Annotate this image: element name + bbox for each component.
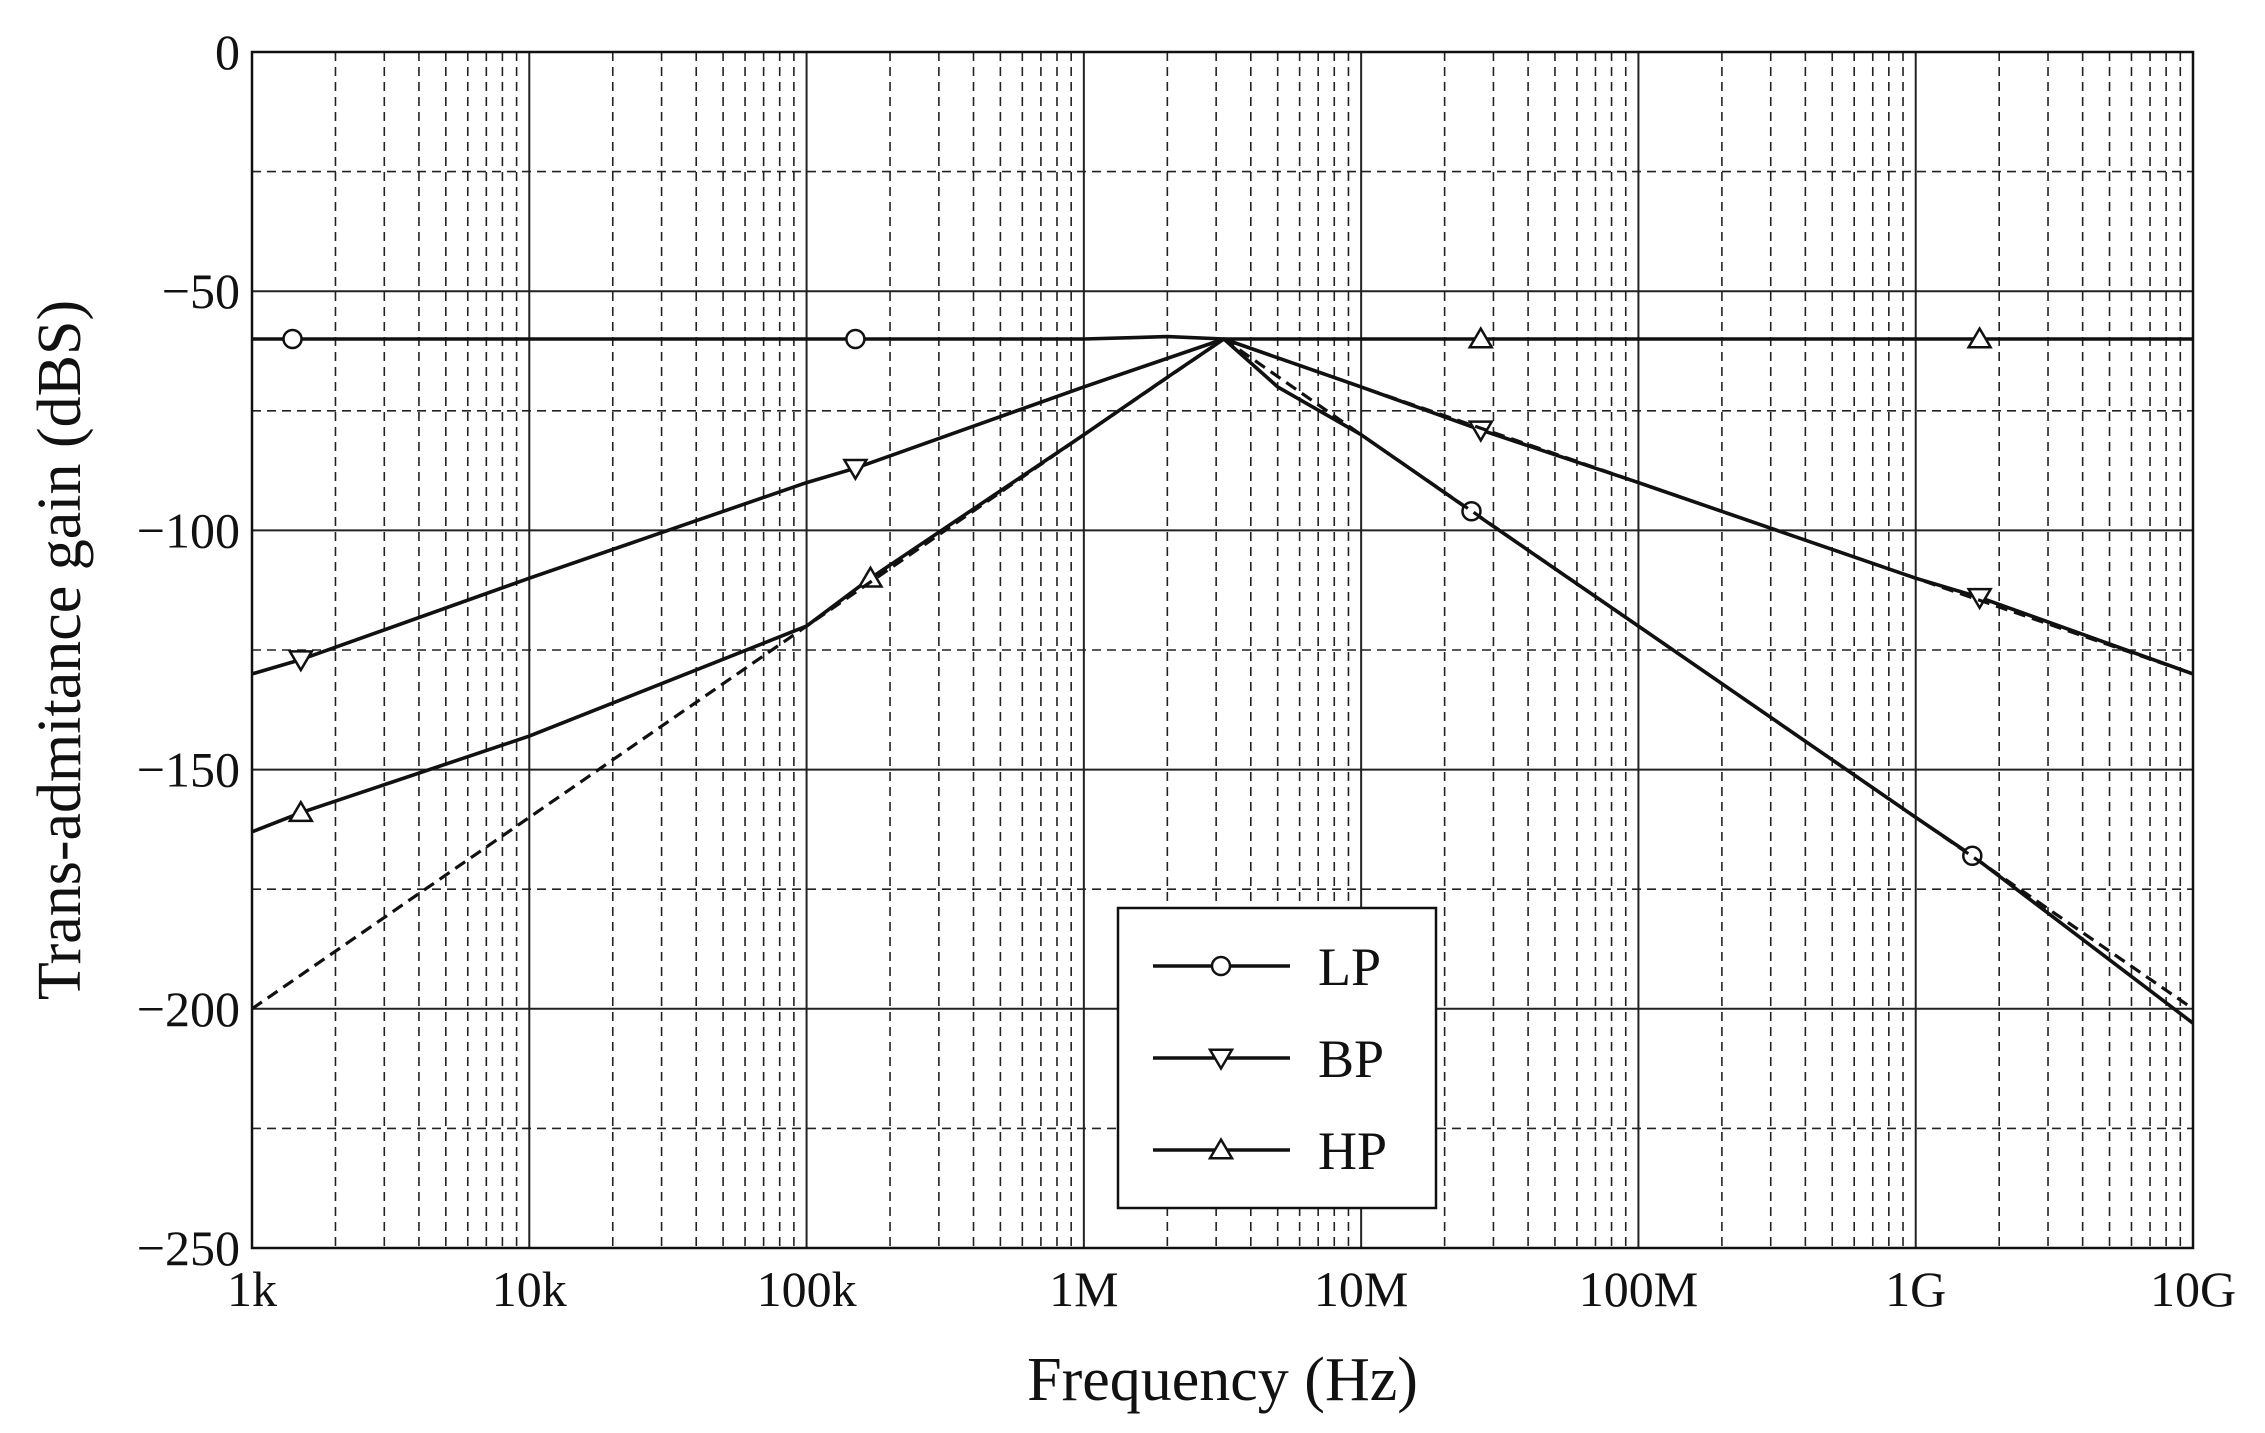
series-lp-ideal [1222, 337, 2194, 1011]
x-tick-label: 1M [1049, 1261, 1118, 1317]
y-tick-label: −100 [137, 502, 240, 558]
series-line [251, 337, 1225, 1011]
circle-marker-icon [1210, 955, 1232, 977]
legend-item-hp: HP [1153, 1121, 1387, 1181]
data-point-marker [845, 328, 866, 350]
plot-frame-layer [250, 50, 2195, 1250]
y-tick-label: −250 [137, 1220, 240, 1276]
x-tick-label: 10k [492, 1261, 567, 1317]
legend-item-bp: BP [1153, 1029, 1384, 1089]
series-layer [251, 326, 2195, 1025]
legend-item-lp: LP [1153, 937, 1381, 997]
data-point-marker [842, 458, 869, 482]
series-line [1223, 337, 2194, 676]
y-tick-label: −150 [137, 742, 240, 798]
y-tick-label: −200 [137, 981, 240, 1037]
y-tick-label: −50 [162, 263, 240, 319]
series-hp [251, 326, 2193, 834]
series-line [1222, 337, 2194, 1011]
data-point-marker [282, 328, 303, 350]
x-tick-label: 100k [757, 1261, 857, 1317]
triangle-up-marker-icon [1207, 1137, 1235, 1160]
y-tick-label: 0 [215, 24, 240, 80]
series-line [251, 337, 2193, 834]
data-point-marker [1966, 587, 1993, 611]
data-point-marker [1966, 326, 1993, 349]
series-bp [251, 337, 2194, 676]
x-tick-label: 100M [1579, 1261, 1698, 1317]
x-tick-label: 1k [227, 1261, 277, 1317]
data-point-marker [857, 565, 884, 588]
x-axis-title: Frequency (Hz) [1027, 1346, 1418, 1414]
legend-label: HP [1318, 1121, 1387, 1181]
x-tick-label: 1G [1885, 1261, 1946, 1317]
series-hp-ideal [251, 337, 1225, 1011]
x-tick-label: 10G [2150, 1261, 2236, 1317]
tick-labels-layer: 1k 10k 100k 1M 10M 100M 1G 10G 0 −50 −100 −150 −200 −… [137, 24, 2236, 1317]
y-axis-title: Trans-admitance gain (dBS) [26, 300, 94, 1000]
legend-label: LP [1318, 937, 1381, 997]
series-bp-ideal [1223, 337, 2194, 676]
x-tick-label: 10M [1314, 1261, 1408, 1317]
legend-label: BP [1318, 1029, 1384, 1089]
data-point-marker [287, 799, 315, 823]
legend: LP BP HP [1116, 906, 1438, 1210]
plot-area-border [250, 50, 2195, 1250]
data-point-marker [287, 650, 315, 673]
series-line [251, 337, 2194, 676]
grid-layer [251, 51, 2194, 1249]
triangle-down-marker-icon [1207, 1048, 1235, 1071]
data-point-marker [1467, 326, 1494, 349]
